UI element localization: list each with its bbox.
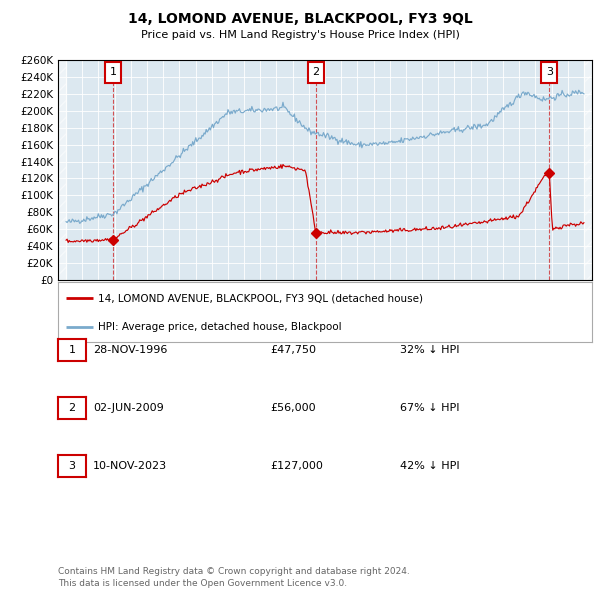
Text: 42% ↓ HPI: 42% ↓ HPI: [400, 461, 460, 471]
Text: 1: 1: [110, 67, 116, 77]
Text: 32% ↓ HPI: 32% ↓ HPI: [400, 345, 460, 355]
Text: 2: 2: [68, 403, 76, 413]
Text: Contains HM Land Registry data © Crown copyright and database right 2024.: Contains HM Land Registry data © Crown c…: [58, 568, 410, 576]
Text: £56,000: £56,000: [270, 403, 316, 413]
Text: 3: 3: [68, 461, 76, 471]
Text: 3: 3: [546, 67, 553, 77]
Text: 67% ↓ HPI: 67% ↓ HPI: [400, 403, 460, 413]
Text: £47,750: £47,750: [270, 345, 316, 355]
Text: 2: 2: [312, 67, 319, 77]
Text: £127,000: £127,000: [270, 461, 323, 471]
FancyBboxPatch shape: [105, 61, 121, 83]
Text: HPI: Average price, detached house, Blackpool: HPI: Average price, detached house, Blac…: [98, 322, 341, 332]
Text: 1: 1: [68, 345, 76, 355]
Text: Price paid vs. HM Land Registry's House Price Index (HPI): Price paid vs. HM Land Registry's House …: [140, 30, 460, 40]
Text: 28-NOV-1996: 28-NOV-1996: [93, 345, 167, 355]
Text: 14, LOMOND AVENUE, BLACKPOOL, FY3 9QL (detached house): 14, LOMOND AVENUE, BLACKPOOL, FY3 9QL (d…: [98, 293, 423, 303]
Text: This data is licensed under the Open Government Licence v3.0.: This data is licensed under the Open Gov…: [58, 579, 347, 588]
Text: 14, LOMOND AVENUE, BLACKPOOL, FY3 9QL: 14, LOMOND AVENUE, BLACKPOOL, FY3 9QL: [128, 12, 472, 26]
FancyBboxPatch shape: [308, 61, 324, 83]
Text: 10-NOV-2023: 10-NOV-2023: [93, 461, 167, 471]
FancyBboxPatch shape: [541, 61, 557, 83]
Text: 02-JUN-2009: 02-JUN-2009: [93, 403, 164, 413]
